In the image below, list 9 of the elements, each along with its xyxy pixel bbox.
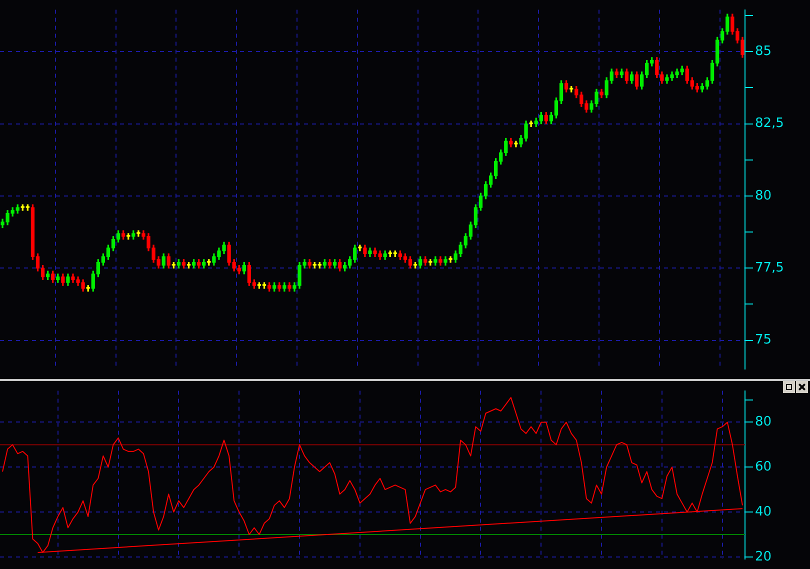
y-tick-label: 85 (755, 44, 772, 60)
y-tick-label: 75 (755, 332, 772, 348)
y-tick-label: 82,5 (755, 116, 784, 132)
y-tick-label: 80 (755, 188, 772, 204)
y-tick-label: 77,5 (755, 260, 784, 276)
y-tick-label: 60 (755, 460, 772, 475)
y-tick-label: 40 (755, 504, 772, 520)
y-tick-label: 20 (755, 549, 772, 564)
y-tick-label: 80 (755, 414, 772, 430)
